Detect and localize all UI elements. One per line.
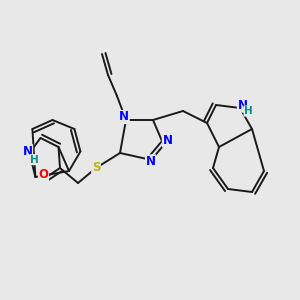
- Text: N: N: [119, 110, 129, 124]
- Text: N: N: [146, 155, 156, 168]
- Text: N: N: [162, 134, 172, 147]
- Text: O: O: [38, 168, 49, 181]
- Text: N: N: [22, 145, 33, 158]
- Text: N: N: [237, 99, 248, 112]
- Text: S: S: [92, 160, 100, 174]
- Text: H: H: [30, 154, 39, 165]
- Text: H: H: [244, 106, 253, 116]
